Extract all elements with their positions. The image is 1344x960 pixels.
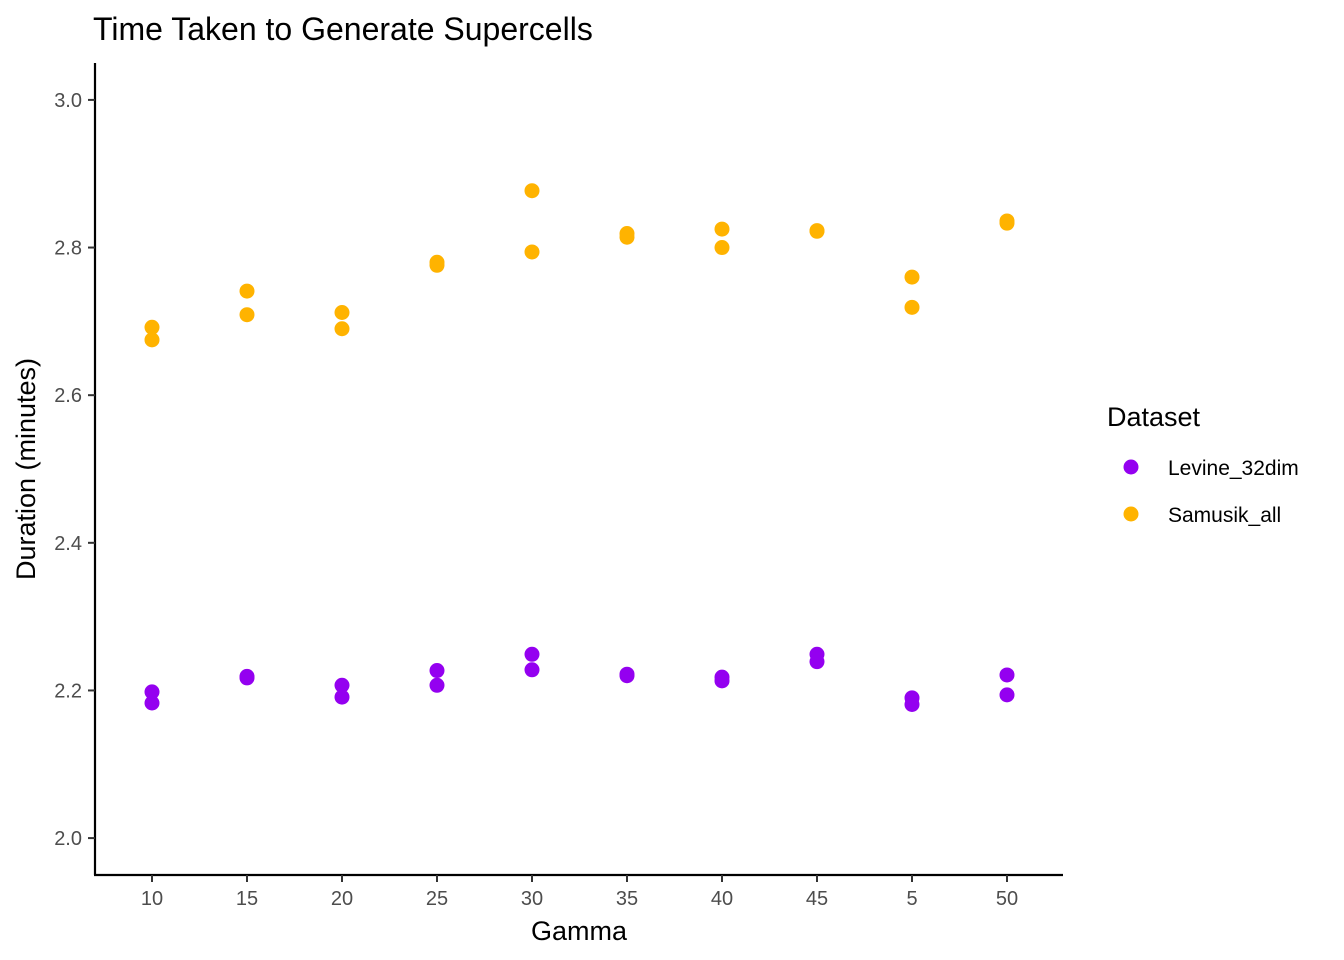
legend-items: Levine_32dim Samusik_all: [1123, 457, 1299, 527]
data-point: [904, 299, 920, 315]
series-levine-32dim: [144, 646, 1015, 712]
legend-key: [1123, 506, 1139, 522]
legend-key: [1123, 459, 1139, 475]
x-tick-label: 35: [616, 888, 638, 910]
y-axis-title: Duration (minutes): [11, 358, 41, 580]
data-point: [239, 670, 255, 686]
data-point: [429, 663, 445, 679]
data-point: [239, 283, 255, 299]
data-point: [904, 696, 920, 712]
data-point: [714, 221, 730, 237]
legend-label: Levine_32dim: [1168, 457, 1299, 480]
data-point: [524, 662, 540, 678]
x-tick-label: 40: [711, 888, 733, 910]
data-point: [714, 240, 730, 256]
x-tick-label: 10: [141, 888, 163, 910]
y-axis-ticks: 2.0 2.2 2.4 2.6 2.8 3.0: [54, 90, 95, 850]
data-point: [999, 687, 1015, 703]
y-tick-label: 2.6: [54, 385, 82, 407]
data-point: [524, 244, 540, 260]
data-point: [809, 223, 825, 239]
x-tick-label: 45: [806, 888, 828, 910]
data-point: [144, 695, 160, 711]
series-samusik-all: [144, 183, 1015, 348]
chart-title: Time Taken to Generate Supercells: [93, 11, 593, 47]
plot-area: [144, 183, 1015, 712]
y-tick-label: 2.8: [54, 238, 82, 260]
y-tick-label: 3.0: [54, 90, 82, 112]
x-axis-title: Gamma: [531, 916, 628, 946]
y-tick-label: 2.4: [54, 533, 82, 555]
data-point: [334, 321, 350, 337]
data-point: [714, 673, 730, 689]
legend-title: Dataset: [1107, 402, 1201, 432]
data-point: [239, 307, 255, 323]
x-tick-label: 30: [521, 888, 543, 910]
x-tick-label: 20: [331, 888, 353, 910]
x-tick-label: 15: [236, 888, 258, 910]
data-point: [619, 668, 635, 684]
x-axis-ticks: 10 15 20 25 30 35 40 45 5 50: [141, 875, 1018, 910]
data-point: [334, 305, 350, 321]
data-point: [619, 229, 635, 245]
data-point: [429, 257, 445, 273]
data-point: [999, 215, 1015, 231]
data-point: [524, 646, 540, 662]
data-point: [334, 677, 350, 693]
data-point: [904, 269, 920, 285]
y-tick-label: 2.0: [54, 828, 82, 850]
data-point: [429, 677, 445, 693]
legend: Dataset Levine_32dim Samusik_all: [1107, 402, 1299, 527]
x-tick-label: 50: [996, 888, 1018, 910]
data-point: [809, 654, 825, 670]
x-tick-label: 25: [426, 888, 448, 910]
data-point: [334, 689, 350, 705]
legend-label: Samusik_all: [1168, 504, 1281, 527]
data-point: [144, 319, 160, 335]
x-tick-label: 5: [906, 888, 917, 910]
data-point: [999, 667, 1015, 683]
data-point: [144, 332, 160, 348]
data-point: [144, 684, 160, 700]
y-tick-label: 2.2: [54, 680, 82, 702]
data-point: [524, 183, 540, 199]
